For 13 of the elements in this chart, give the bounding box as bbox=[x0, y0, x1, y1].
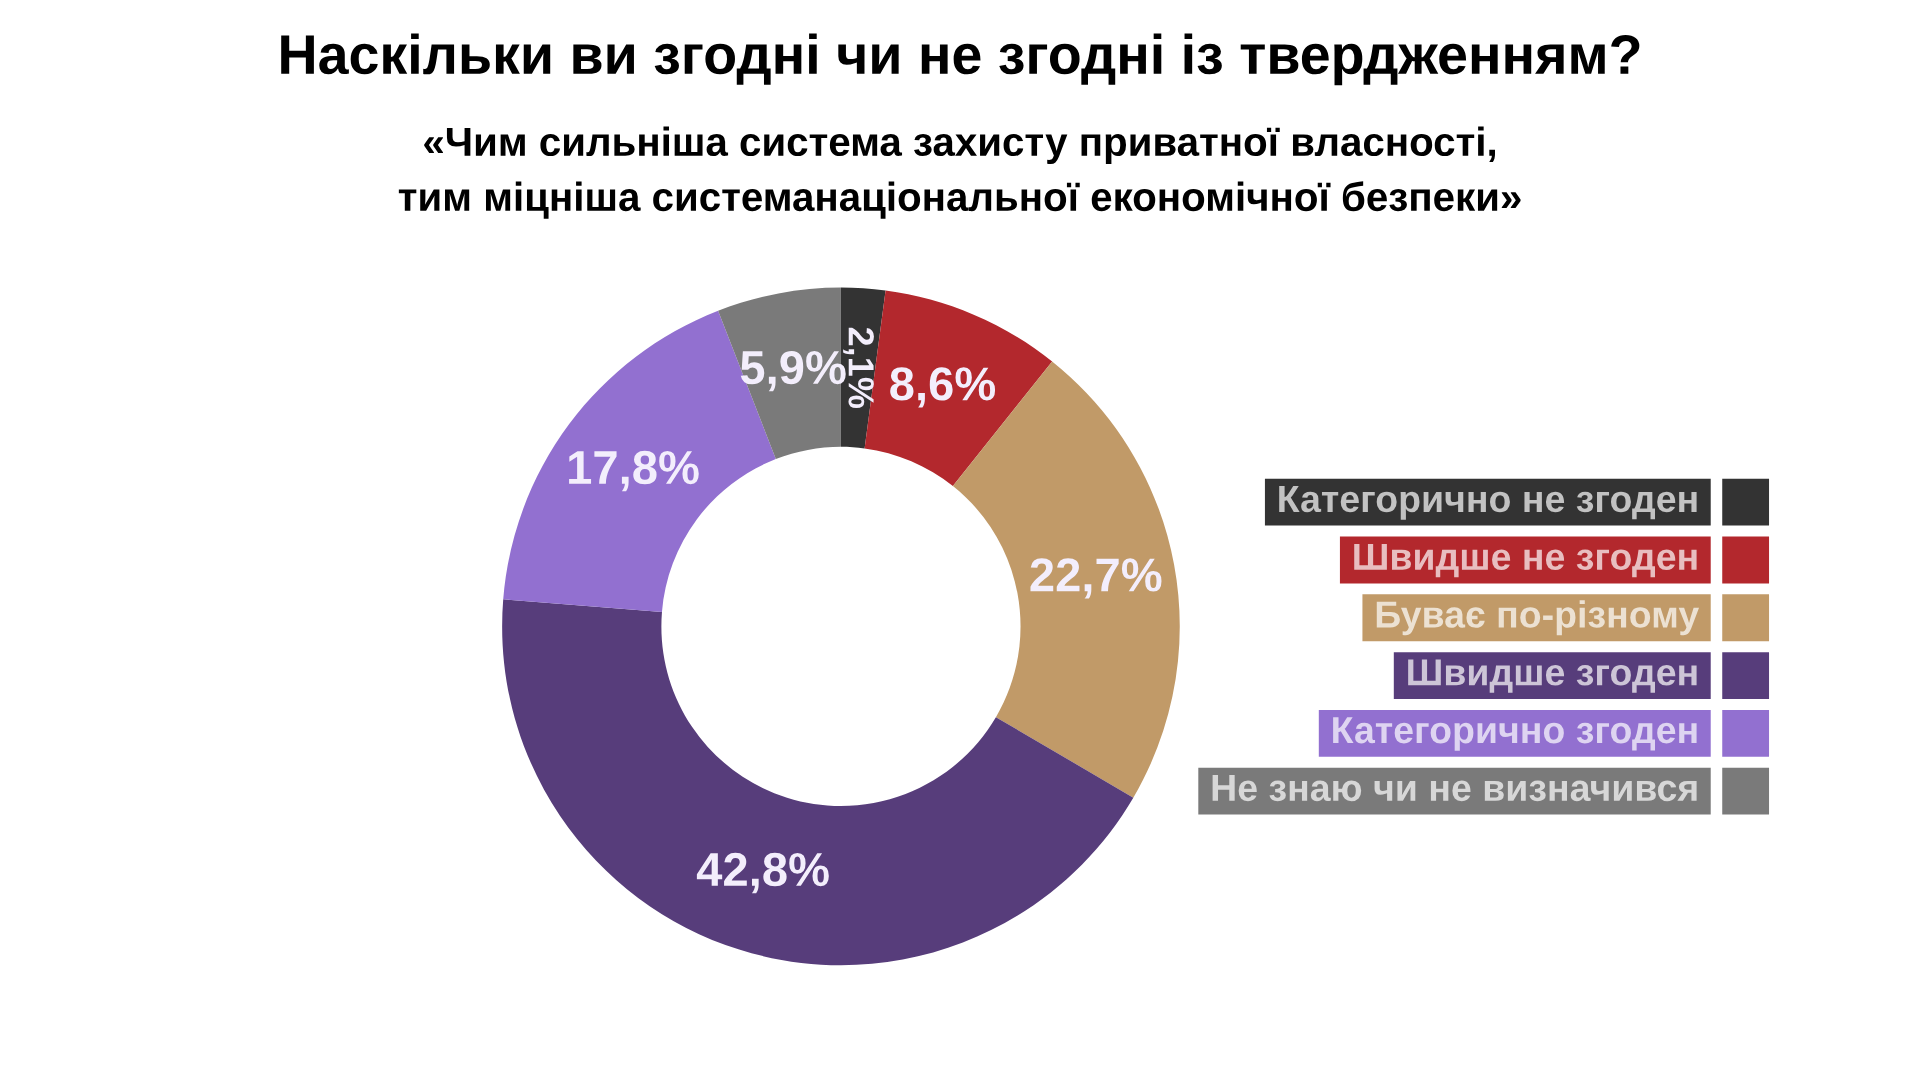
chart-subtitle: «Чим сильніша система захисту приватної власності, тим міцніша системанаціональної економічної безпеки» bbox=[398, 126, 1521, 219]
legend-label: Категорично згоден bbox=[1333, 717, 1697, 751]
chart-title: Наскільки ви згодні чи не згодні із твердженням? bbox=[281, 33, 1640, 86]
legend-label: Буває по-різному bbox=[1376, 600, 1700, 636]
legend-label: Категорично не згоден bbox=[1279, 486, 1697, 520]
legend-label: Не знаю чи не визначився bbox=[1212, 775, 1697, 802]
data-label: 8,6% bbox=[890, 367, 996, 408]
legend-label: Швидше згоден bbox=[1408, 659, 1697, 693]
legend-label: Швидше не згоден bbox=[1354, 543, 1697, 578]
data-label: 22,7% bbox=[1030, 558, 1162, 599]
donut-slice bbox=[502, 599, 1134, 966]
data-label: 42,8% bbox=[696, 852, 829, 894]
data-label: 17,8% bbox=[569, 450, 699, 492]
